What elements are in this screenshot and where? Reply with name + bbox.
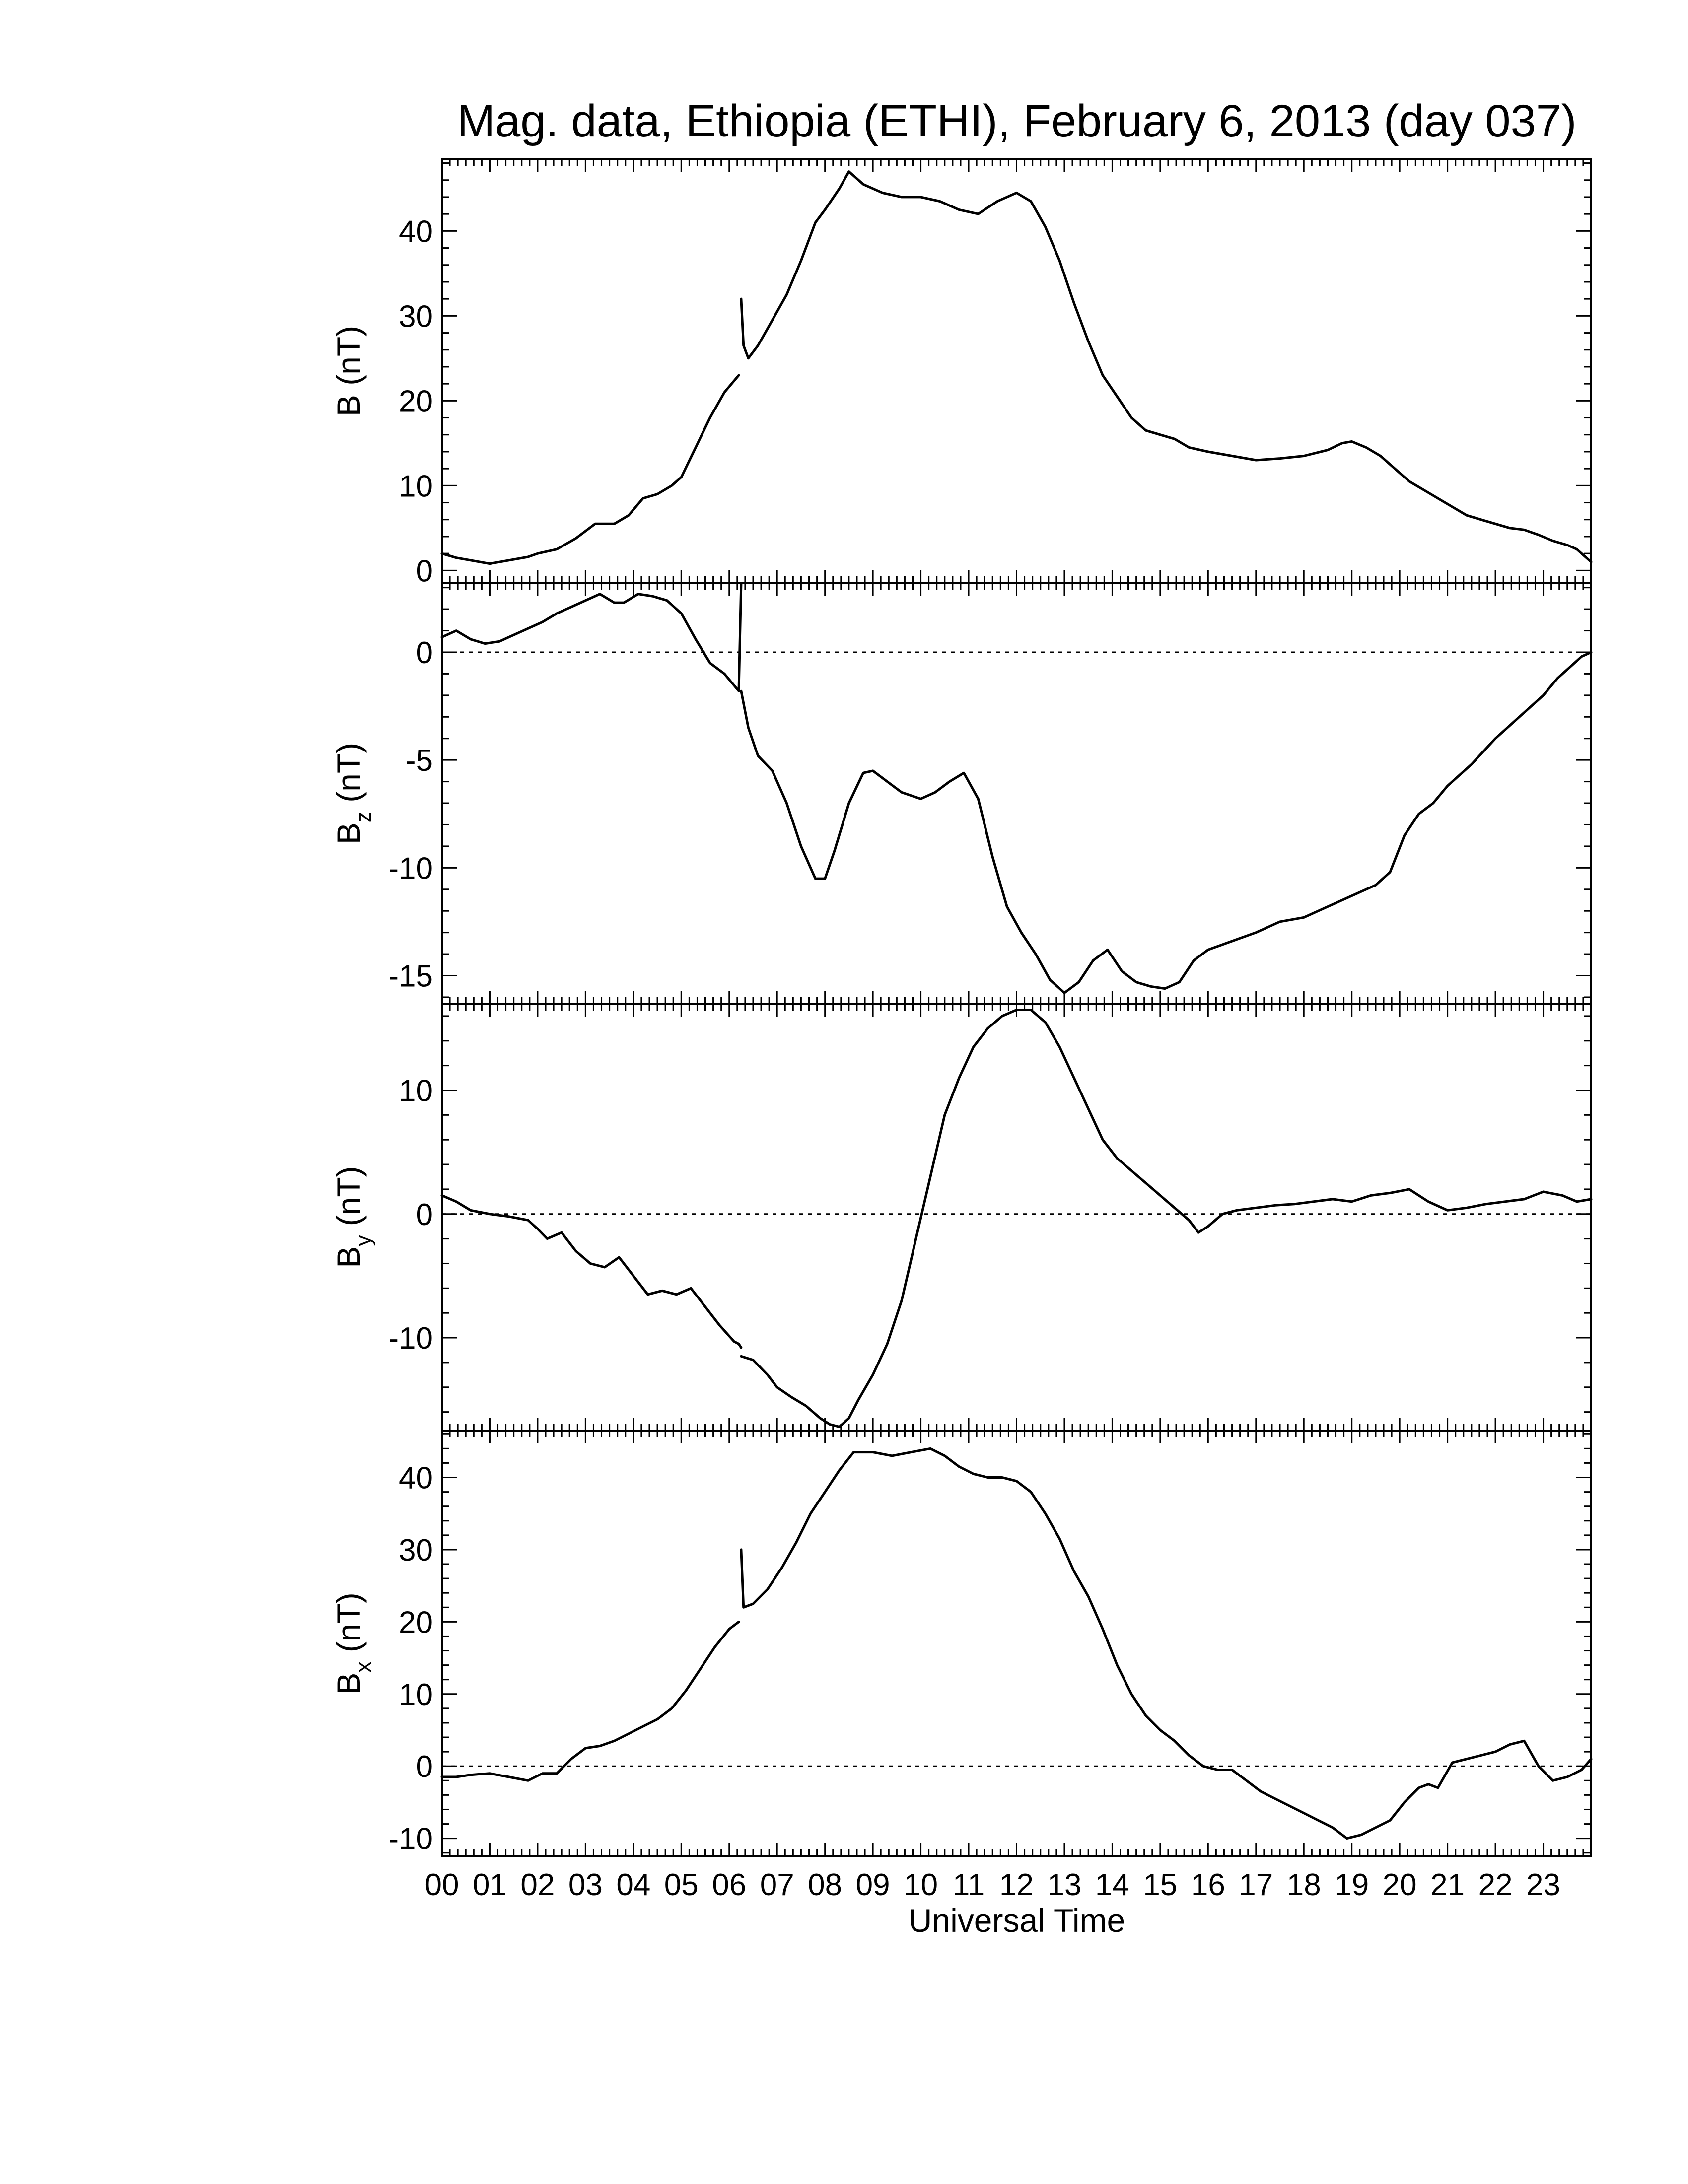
x-tick-label: 01 — [473, 1868, 507, 1902]
x-tick-label: 23 — [1526, 1868, 1560, 1902]
panel-B-series-line-1 — [440, 374, 740, 565]
panels: 0 10 20 30 40 B (nT) 0 -5 -10 -15 Bz (nT) 10 0 -10 By … — [330, 158, 1593, 1857]
y-tick-label: 40 — [399, 1461, 433, 1496]
x-tick-label: 15 — [1143, 1868, 1177, 1902]
x-tick-label: 17 — [1239, 1868, 1273, 1902]
panel-B-y-axis-label: B (nT) — [330, 326, 367, 416]
chart-title: Mag. data, Ethiopia (ETHI), February 6, … — [457, 96, 1576, 146]
panel-Bx-series-line-2 — [740, 1447, 1593, 1840]
x-tick-label: 00 — [425, 1868, 459, 1902]
x-tick-label: 02 — [520, 1868, 555, 1902]
panel-Bz-series-line-1 — [440, 582, 743, 692]
y-tick-label: -15 — [388, 959, 433, 994]
x-axis-label: Universal Time — [909, 1902, 1125, 1939]
panel-Bx-series-line-1 — [440, 1620, 740, 1782]
x-tick-label: 16 — [1191, 1868, 1225, 1902]
y-tick-label: 30 — [399, 299, 433, 334]
y-tick-label: -10 — [388, 1321, 433, 1356]
y-tick-label: 0 — [416, 1198, 433, 1232]
panel-Bz-series-line-2 — [740, 651, 1593, 994]
y-tick-label: -5 — [406, 744, 433, 778]
panel-By: 10 0 -10 By (nT) — [330, 1003, 1593, 1432]
panel-By-y-axis-label: By (nT) — [330, 1166, 376, 1268]
x-tick-label: 18 — [1287, 1868, 1321, 1902]
y-tick-label: 0 — [416, 636, 433, 670]
x-tick-label: 06 — [712, 1868, 746, 1902]
x-tick-label: 13 — [1047, 1868, 1081, 1902]
x-tick-label: 19 — [1335, 1868, 1369, 1902]
x-tick-label: 20 — [1383, 1868, 1417, 1902]
x-tick-label: 08 — [808, 1868, 842, 1902]
y-tick-label: 30 — [399, 1533, 433, 1568]
x-tick-label: 11 — [953, 1868, 985, 1902]
x-tick-label: 14 — [1095, 1868, 1129, 1902]
y-tick-label: 10 — [399, 1074, 433, 1108]
panel-B-series-line-2 — [740, 170, 1593, 563]
y-tick-label: 0 — [416, 1750, 433, 1784]
y-tick-label: 20 — [399, 1605, 433, 1639]
x-tick-label: 22 — [1478, 1868, 1513, 1902]
y-tick-label: 20 — [399, 384, 433, 418]
y-tick-label: -10 — [388, 1822, 433, 1856]
panel-By-series-line-1 — [440, 1194, 743, 1349]
x-tick-label: 07 — [760, 1868, 794, 1902]
panel-B: 0 10 20 30 40 B (nT) — [330, 158, 1593, 588]
x-tick-label: 21 — [1430, 1868, 1465, 1902]
panel-Bz-y-axis-label: Bz (nT) — [330, 743, 376, 844]
panel-By-series-line-2 — [740, 1009, 1593, 1428]
x-tick-label: 04 — [616, 1868, 650, 1902]
x-tick-label: 10 — [904, 1868, 938, 1902]
panel-Bx: 40 30 20 10 0 -10 Bx (nT) — [330, 1430, 1593, 1857]
y-tick-label: 10 — [399, 1678, 433, 1712]
x-tick-label: 12 — [999, 1868, 1034, 1902]
x-tick-label: 05 — [664, 1868, 699, 1902]
x-axis: 00 01 02 03 04 05 06 07 08 09 10 11 12 13 14 15 16 17 18 19… — [425, 1868, 1561, 1902]
y-tick-label: -10 — [388, 851, 433, 886]
y-tick-label: 0 — [416, 554, 433, 588]
x-tick-label: 03 — [568, 1868, 603, 1902]
panel-Bx-y-axis-label: Bx (nT) — [330, 1592, 376, 1694]
y-tick-label: 40 — [399, 214, 433, 249]
x-tick-label: 09 — [856, 1868, 890, 1902]
y-tick-label: 10 — [399, 469, 433, 503]
